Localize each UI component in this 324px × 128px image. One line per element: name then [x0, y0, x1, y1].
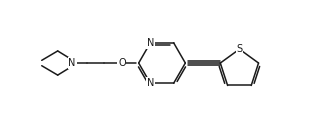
Text: N: N — [147, 78, 154, 88]
Text: S: S — [237, 44, 242, 54]
Text: N: N — [147, 38, 154, 48]
Text: O: O — [118, 58, 126, 68]
Text: N: N — [68, 58, 76, 68]
